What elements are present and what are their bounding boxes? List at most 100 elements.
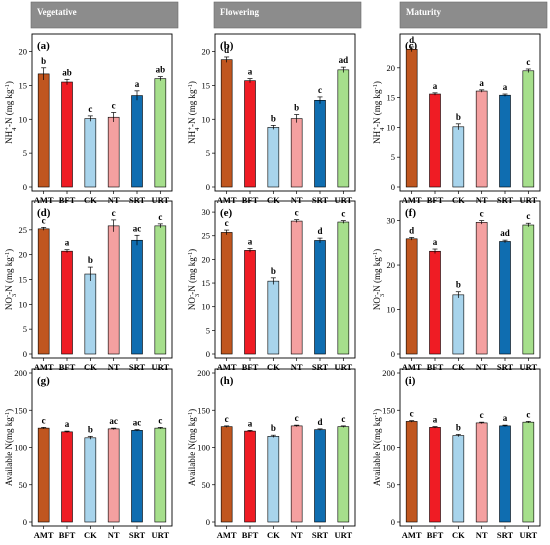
y-tick-label: 10 (387, 305, 396, 315)
column-header-maturity: Maturity (399, 1, 548, 29)
x-tick-label: NT (476, 530, 488, 540)
x-tick-label: SRT (129, 362, 146, 372)
bar-urt (154, 427, 167, 523)
bar-nt (475, 422, 488, 523)
significance-letter: a (433, 237, 438, 247)
x-tick-label: CK (452, 362, 465, 372)
x-tick-label: URT (152, 362, 170, 372)
panel-frame (214, 33, 356, 192)
x-tick-label: AMT (217, 195, 237, 205)
y-tick-label: 50 (202, 480, 211, 490)
bar-nt (290, 220, 303, 355)
x-tick-label: URT (520, 362, 538, 372)
y-tick-label: 25 (202, 231, 211, 241)
significance-letter: c (225, 414, 229, 424)
significance-letter: b (271, 266, 276, 276)
y-tick-label: 20 (202, 47, 211, 57)
bar-amt (37, 427, 50, 523)
x-tick-label: BFT (59, 530, 76, 540)
significance-letter: c (341, 414, 345, 424)
x-tick-label: NT (108, 362, 120, 372)
y-tick-label: 15 (19, 275, 28, 285)
bar-amt (405, 421, 418, 523)
significance-letter: a (65, 238, 70, 248)
bar-urt (522, 70, 535, 188)
column-header-vegetative: Vegetative (30, 1, 179, 29)
bar-bft (244, 250, 256, 355)
x-tick-label: CK (84, 195, 97, 205)
panel-frame (31, 33, 173, 192)
significance-letter: d (409, 225, 414, 235)
x-tick-label: CK (267, 362, 280, 372)
significance-letter: b (88, 424, 93, 434)
bar-srt (499, 94, 511, 188)
bar-bft (61, 431, 73, 523)
significance-letter: a (433, 81, 438, 91)
y-tick-label: 20 (19, 47, 28, 57)
y-tick-label: 15 (202, 80, 211, 90)
x-tick-label: URT (520, 530, 538, 540)
x-tick-label: BFT (59, 362, 76, 372)
x-tick-label: NT (476, 195, 488, 205)
bar-bft (429, 427, 441, 523)
panel-label: (b) (220, 40, 234, 52)
y-tick-label: 10 (202, 114, 211, 124)
y-tick-label: 100 (14, 443, 27, 453)
x-tick-label: CK (267, 195, 280, 205)
significance-letter: ad (339, 55, 349, 65)
significance-letter: c (158, 415, 162, 425)
bar-amt (37, 73, 50, 188)
y-tick-label: 100 (382, 443, 395, 453)
bar-urt (522, 224, 535, 355)
bar-ck (452, 294, 465, 355)
x-tick-label: AMT (34, 362, 54, 372)
bar-srt (314, 240, 326, 355)
significance-letter: c (526, 57, 530, 67)
column-header-label: Flowering (220, 7, 259, 17)
x-tick-label: AMT (34, 195, 54, 205)
y-axis-title: Available N(mg kg-1) (4, 409, 15, 486)
significance-letter: c (158, 212, 162, 222)
panel-frame (399, 200, 541, 359)
y-axis-title: Available N(mg kg-1) (187, 409, 198, 486)
significance-letter: b (294, 103, 299, 113)
y-tick-label: 0 (23, 182, 27, 192)
y-tick-label: 0 (391, 349, 395, 359)
significance-letter: a (248, 418, 253, 428)
x-tick-label: URT (152, 195, 170, 205)
x-tick-label: CK (267, 530, 280, 540)
significance-letter: ac (109, 416, 118, 426)
significance-letter: a (65, 419, 70, 429)
significance-letter: b (41, 56, 46, 66)
significance-letter: c (295, 208, 299, 218)
x-tick-label: BFT (427, 195, 444, 205)
y-axis-title: NO3--N (mg kg-1) (372, 249, 386, 310)
panel-frame (214, 368, 356, 527)
panel-i: 0 50 100 150 200 Available N(mg kg-1) (i) c AMT a… (372, 368, 541, 540)
y-tick-label: 200 (14, 368, 27, 378)
significance-letter: b (271, 113, 276, 123)
significance-letter: a (248, 67, 253, 77)
bar-bft (429, 93, 441, 188)
y-tick-label: 150 (197, 405, 210, 415)
bar-amt (220, 426, 233, 523)
bar-amt (220, 232, 233, 355)
y-tick-label: 150 (14, 405, 27, 415)
panel-b: 0 5 10 15 20 NH4+-N (mg kg-1) (b)d AMT a BFT b CK b N… (187, 33, 356, 205)
panel-frame (399, 368, 541, 527)
bar-bft (61, 250, 73, 355)
bar-bft (244, 80, 256, 188)
y-tick-label: 20 (202, 254, 211, 264)
x-tick-label: NT (291, 195, 303, 205)
y-tick-label: 5 (206, 325, 210, 335)
significance-letter: b (456, 112, 461, 122)
panel-label: (i) (405, 375, 416, 387)
significance-letter: b (456, 280, 461, 290)
bar-nt (107, 428, 120, 523)
column-header-flowering: Flowering (213, 1, 362, 29)
significance-letter: ac (133, 418, 142, 428)
y-axis-title: NO3--N (mg kg-1) (4, 249, 18, 310)
x-tick-label: NT (108, 195, 120, 205)
